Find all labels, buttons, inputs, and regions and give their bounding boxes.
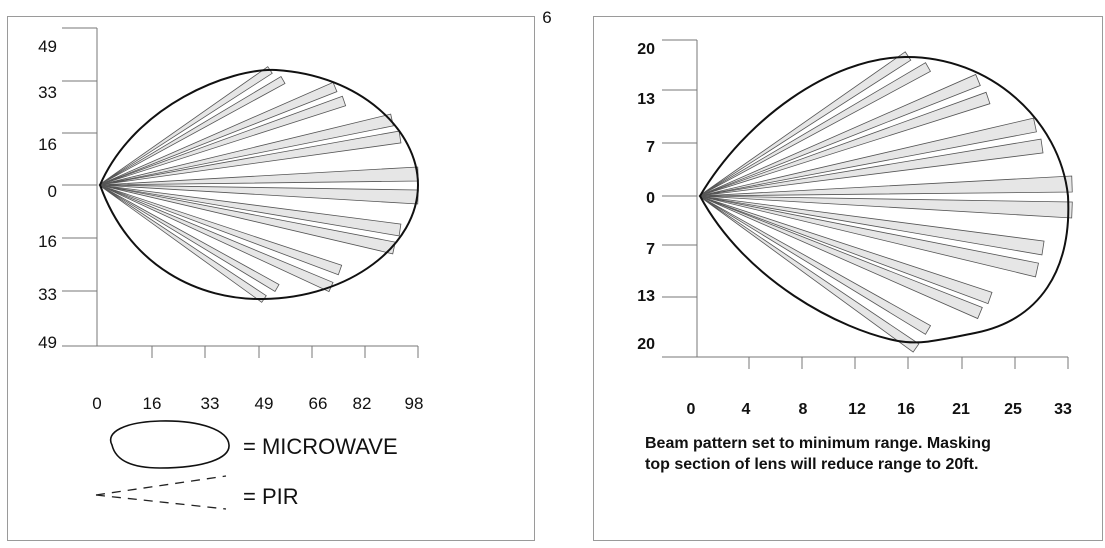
right-y-tick: 13 xyxy=(637,91,655,108)
left-pir-beams xyxy=(98,66,419,303)
right-x-tick: 4 xyxy=(742,401,751,418)
beam-pattern-note: Beam pattern set to minimum range. Maski… xyxy=(645,433,1085,475)
page-number: 6 xyxy=(542,8,552,27)
right-y-tick: 20 xyxy=(637,41,655,58)
pir-beam xyxy=(98,184,343,276)
left-microwave-outline xyxy=(98,68,420,301)
pir-beam xyxy=(698,62,932,197)
pir-beam xyxy=(98,81,338,186)
right-y-tick: 7 xyxy=(646,241,655,258)
right-y-tick: 13 xyxy=(637,288,655,305)
right-microwave-outline xyxy=(698,55,1070,344)
pir-beam xyxy=(698,195,932,335)
left-y-tick: 49 xyxy=(38,333,57,352)
right-pir-beams xyxy=(698,51,1073,353)
pir-beam xyxy=(698,175,1073,197)
legend-pir-symbol xyxy=(95,475,227,510)
left-coverage-diagram: 49 33 16 0 16 33 49 0 16 33 49 66 82 98 … xyxy=(38,27,424,510)
left-x-tick: 82 xyxy=(353,394,372,413)
right-x-tick: 16 xyxy=(897,401,915,418)
left-x-tick: 98 xyxy=(405,394,424,413)
pir-beam xyxy=(698,117,1037,197)
right-x-tick: 33 xyxy=(1054,401,1072,418)
pir-beam xyxy=(698,195,920,353)
left-x-tick: 49 xyxy=(255,394,274,413)
pir-beam xyxy=(698,195,1045,256)
right-x-tick: 21 xyxy=(952,401,970,418)
pir-beam xyxy=(98,75,286,186)
pir-beam xyxy=(98,95,347,186)
pir-beam xyxy=(98,184,280,293)
right-coverage-diagram: 20 13 7 0 7 13 20 0 4 8 12 16 21 25 33 xyxy=(637,39,1073,418)
pir-beam xyxy=(698,91,991,197)
pir-beam xyxy=(98,130,402,186)
note-line: Beam pattern set to minimum range. Maski… xyxy=(645,435,991,452)
note-line: top section of lens will reduce range to… xyxy=(645,456,979,473)
left-y-tick: 16 xyxy=(38,135,57,154)
legend-microwave-label: = MICROWAVE xyxy=(243,434,398,459)
right-diagram-panel xyxy=(593,16,1103,541)
right-x-tick: 8 xyxy=(799,401,808,418)
legend-pir-label: = PIR xyxy=(243,484,299,509)
left-x-tick: 33 xyxy=(201,394,220,413)
left-x-tick: 16 xyxy=(143,394,162,413)
pir-beam xyxy=(698,195,1039,278)
right-x-tick: 0 xyxy=(687,401,696,418)
right-y-tick: 7 xyxy=(646,139,655,156)
left-y-tick: 49 xyxy=(38,37,57,56)
right-y-tick: 20 xyxy=(637,336,655,353)
pir-beam xyxy=(98,184,402,237)
pir-beam xyxy=(698,73,981,197)
pir-beam xyxy=(698,195,983,320)
pir-beam xyxy=(98,113,394,186)
right-x-tick: 12 xyxy=(848,401,866,418)
left-x-tick: 0 xyxy=(92,394,101,413)
right-y-tick: 0 xyxy=(646,190,655,207)
left-y-tick: 16 xyxy=(38,232,57,251)
left-y-tick: 0 xyxy=(48,182,57,201)
legend-microwave-symbol xyxy=(109,420,230,469)
pir-beam xyxy=(98,184,396,255)
pir-beam xyxy=(698,195,1073,219)
left-diagram-panel xyxy=(7,16,535,541)
left-y-tick: 33 xyxy=(38,83,57,102)
pir-beam xyxy=(698,195,993,305)
pir-beam xyxy=(698,138,1044,197)
left-y-tick: 33 xyxy=(38,285,57,304)
right-x-tick: 25 xyxy=(1004,401,1022,418)
left-x-tick: 66 xyxy=(309,394,328,413)
